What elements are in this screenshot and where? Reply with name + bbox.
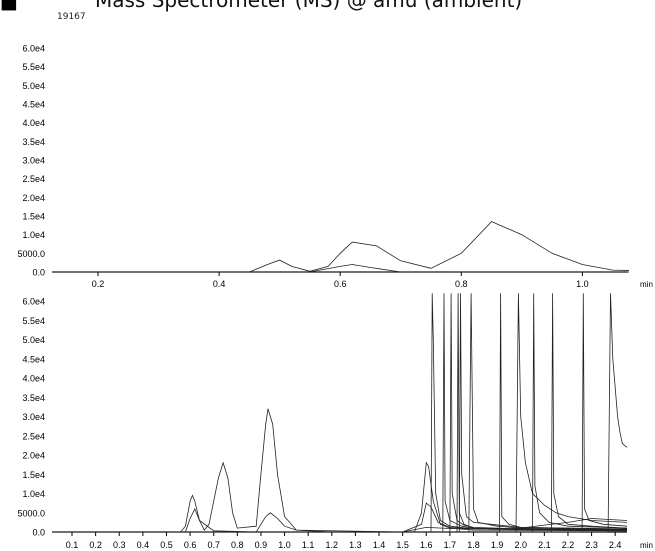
series-line-15 [52, 518, 628, 533]
series-line-8 [52, 293, 628, 533]
y-tick-label: 4.0e4 [22, 118, 45, 128]
y-tick-label: 0.0 [32, 528, 45, 538]
x-tick-label: 1.8 [467, 540, 480, 550]
y-tick-label: 0.0 [32, 268, 45, 278]
x-tick-label: 2.3 [585, 540, 598, 550]
series-line-10 [52, 293, 628, 533]
x-tick-label: 1.4 [373, 540, 386, 550]
y-tick-label: 2.5e4 [22, 431, 45, 441]
x-tick-label: 2.1 [538, 540, 551, 550]
series-line-7 [52, 293, 628, 533]
x-tick-label: 1.0 [278, 540, 291, 550]
x-tick-label: 0.1 [66, 540, 79, 550]
x-tick-label: 2.2 [562, 540, 575, 550]
x-tick-label: 0.6 [334, 279, 347, 289]
y-tick-label: 4.0e4 [22, 374, 45, 384]
series-line-3 [52, 293, 628, 533]
x-tick-label: 1.2 [326, 540, 339, 550]
y-tick-label: 5.0e4 [22, 81, 45, 91]
y-tick-label: 3.0e4 [22, 412, 45, 422]
y-tick-label: 2.0e4 [22, 451, 45, 461]
y-tick-label: 1.5e4 [22, 212, 45, 222]
series-line-2 [52, 264, 629, 273]
chromatogram-title: Mass Spectrometer (MS) @ amu (ambient) [95, 0, 523, 12]
x-tick-label: 2.0 [514, 540, 527, 550]
y-tick-label: 5000.0 [17, 508, 45, 518]
series-line-1 [52, 408, 628, 533]
y-tick-label: 1.0e4 [22, 230, 45, 240]
x-tick-label: 0.7 [207, 540, 220, 550]
x-axis-label: min [640, 541, 653, 550]
x-tick-label: 0.4 [137, 540, 150, 550]
header-marker-icon: ■ [0, 0, 18, 13]
y-tick-label: 5000.0 [17, 249, 45, 259]
y-tick-label: 5.5e4 [22, 316, 45, 326]
y-tick-label: 4.5e4 [22, 354, 45, 364]
x-tick-label: 1.7 [444, 540, 457, 550]
series-line-14 [52, 293, 628, 533]
sample-id: 19167 [57, 12, 86, 22]
y-tick-label: 1.5e4 [22, 470, 45, 480]
x-tick-label: 1.6 [420, 540, 433, 550]
y-tick-label: 5.0e4 [22, 335, 45, 345]
series-line-11 [52, 293, 628, 533]
y-tick-label: 6.0e4 [22, 297, 45, 307]
chromatogram-header: ■ Mass Spectrometer (MS) @ amu (ambient)… [0, 0, 655, 40]
y-tick-label: 2.5e4 [22, 174, 45, 184]
x-tick-label: 0.8 [231, 540, 244, 550]
x-tick-label: 1.3 [349, 540, 362, 550]
x-tick-label: 0.6 [184, 540, 197, 550]
x-tick-label: 0.3 [113, 540, 126, 550]
x-tick-label: 1.9 [491, 540, 504, 550]
series-line-13 [52, 293, 628, 533]
series-line-5 [52, 293, 628, 533]
x-tick-label: 1.1 [302, 540, 315, 550]
series-line-9 [52, 293, 628, 533]
y-tick-label: 3.5e4 [22, 393, 45, 403]
x-tick-label: 0.5 [160, 540, 173, 550]
y-tick-label: 3.0e4 [22, 156, 45, 166]
y-tick-label: 5.5e4 [22, 62, 45, 72]
series-line-12 [52, 293, 628, 533]
y-tick-label: 2.0e4 [22, 193, 45, 203]
x-tick-label: 0.8 [455, 279, 468, 289]
y-tick-label: 1.0e4 [22, 489, 45, 499]
x-tick-label: 1.0 [576, 279, 589, 289]
x-tick-label: 0.9 [255, 540, 268, 550]
series-line-2 [52, 502, 628, 533]
series-group [52, 221, 629, 273]
series-line-1 [52, 221, 629, 273]
x-tick-label: 0.2 [89, 540, 102, 550]
y-tick-label: 3.5e4 [22, 137, 45, 147]
x-axis-label: min [640, 280, 653, 289]
y-tick-label: 4.5e4 [22, 100, 45, 110]
x-tick-label: 0.2 [92, 279, 105, 289]
x-tick-label: 1.5 [396, 540, 409, 550]
series-line-6 [52, 293, 628, 533]
x-tick-label: 2.4 [609, 540, 622, 550]
series-group [52, 293, 628, 533]
x-tick-label: 0.4 [213, 279, 226, 289]
series-line-4 [52, 293, 628, 533]
y-tick-label: 6.0e4 [22, 44, 45, 54]
